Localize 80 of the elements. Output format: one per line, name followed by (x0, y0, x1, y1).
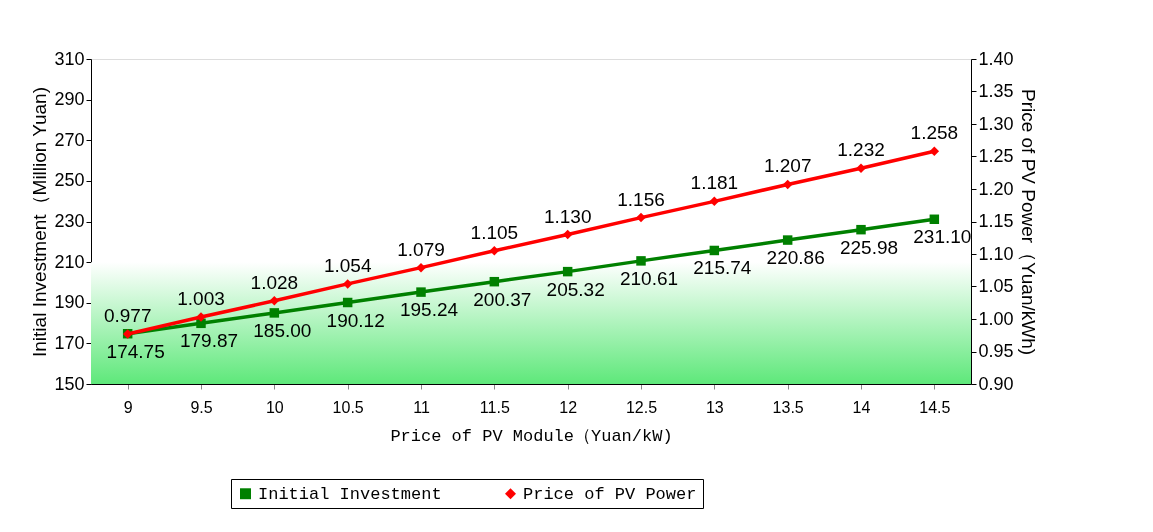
data-label: 1.232 (837, 139, 885, 161)
y2-tick-label: 1.05 (978, 276, 1014, 296)
y-tick-label: 250 (54, 170, 85, 191)
data-label: 1.054 (323, 254, 372, 276)
point (636, 256, 646, 266)
y2-tick-label: 1.00 (978, 308, 1014, 329)
point (269, 296, 280, 306)
data-label: 200.37 (473, 288, 532, 310)
y-tick-label: 170 (54, 332, 85, 353)
point (489, 276, 500, 287)
y-tick-label: 310 (54, 48, 85, 69)
data-label: 1.105 (470, 221, 519, 243)
y-tick-label: 230 (54, 211, 85, 231)
point (269, 308, 280, 318)
data-label: 1.207 (763, 155, 812, 177)
x-tick-label: 9.5 (190, 398, 213, 416)
point (342, 297, 353, 308)
y2-tick-label: 0.90 (978, 373, 1014, 394)
data-label: 1.079 (397, 238, 445, 260)
point (562, 266, 573, 277)
point (416, 262, 426, 273)
y-tick-label: 190 (54, 292, 85, 313)
legend-label: Initial Investment (258, 484, 442, 504)
point (416, 287, 426, 297)
data-label: 174.75 (106, 340, 165, 362)
y2-tick-label: 1.15 (978, 211, 1014, 231)
data-label: 1.003 (177, 288, 225, 310)
data-label: 185.00 (253, 319, 312, 341)
data-label: 1.181 (690, 172, 739, 194)
data-label: 1.258 (910, 122, 959, 144)
x-tick-label: 11 (413, 398, 430, 416)
point (856, 224, 866, 235)
data-label: 190.12 (326, 309, 385, 331)
y-tick-label: 270 (54, 129, 85, 150)
point (636, 212, 646, 223)
x-axis-title: Price of PV Module（Yuan/kW) (390, 426, 673, 446)
y2-tick-label: 1.35 (978, 81, 1014, 101)
data-label: 231.10 (913, 226, 972, 248)
x-tick-label: 12.5 (625, 398, 658, 416)
point (342, 279, 353, 289)
y2-tick-label: 1.20 (978, 178, 1014, 199)
y2-tick-label: 1.40 (978, 48, 1014, 69)
data-label: 1.156 (617, 188, 665, 210)
point (709, 245, 720, 256)
x-tick-label: 12 (559, 398, 578, 416)
x-tick-label: 14 (852, 398, 871, 416)
point (489, 246, 500, 256)
x-tick-label: 11.5 (479, 398, 510, 416)
point (929, 214, 940, 225)
data-label: 205.32 (546, 278, 605, 300)
data-label: 179.87 (179, 330, 239, 352)
y2-tick-label: 1.25 (978, 146, 1014, 166)
y-tick-label: 290 (54, 89, 85, 110)
x-tick-label: 9 (123, 398, 133, 416)
point (782, 235, 793, 245)
y2-tick-label: 1.10 (978, 243, 1014, 264)
y2-axis-title: Price of PV Power（Yuan/kWh) (1017, 88, 1039, 356)
data-label: 225.98 (839, 236, 899, 258)
y2-tick-label: 1.30 (978, 113, 1014, 134)
data-label: 220.86 (766, 247, 825, 269)
data-label: 1.028 (250, 271, 299, 293)
x-tick-label: 10.5 (332, 398, 364, 416)
point (929, 146, 940, 157)
point (782, 179, 793, 190)
x-tick-label: 13.5 (772, 398, 804, 416)
point (562, 229, 573, 240)
data-label: 215.74 (693, 257, 752, 279)
data-label: 195.24 (399, 299, 459, 321)
data-label: 210.61 (619, 267, 679, 289)
data-label: 0.977 (103, 304, 152, 326)
data-label: 1.130 (543, 205, 592, 227)
y-tick-label: 210 (54, 251, 85, 272)
legend-label: Price of PV Power (523, 484, 697, 504)
y-tick-label: 150 (54, 373, 85, 394)
y-axis-title: Initial Investment（Million Yuan) (29, 87, 51, 357)
x-tick-label: 13 (705, 398, 724, 416)
x-tick-label: 10 (265, 398, 284, 416)
x-tick-label: 14.5 (919, 398, 951, 416)
point (709, 196, 720, 207)
y2-tick-label: 0.95 (978, 341, 1014, 361)
